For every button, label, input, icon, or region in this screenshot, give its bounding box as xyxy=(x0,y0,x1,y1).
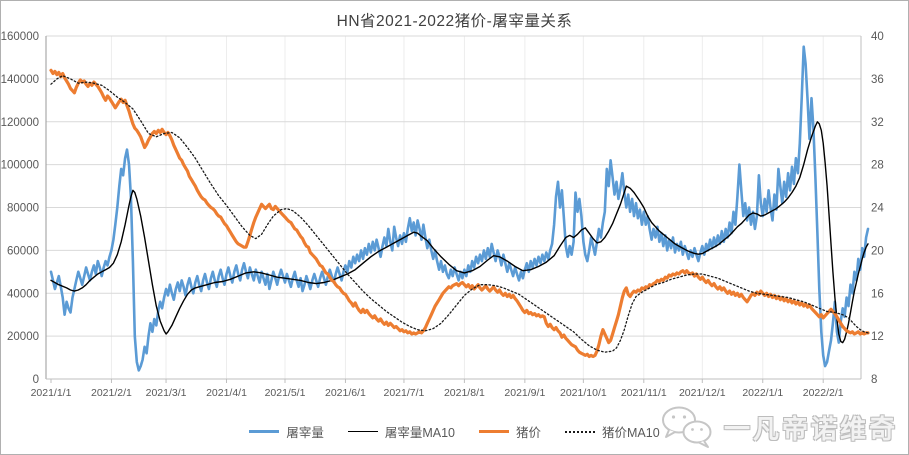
x-axis-tick-label: 2022/2/1 xyxy=(803,387,844,399)
x-axis-tick-label: 2022/1/1 xyxy=(742,387,783,399)
y-right-tick-label: 24 xyxy=(871,203,884,215)
x-axis-tick-label: 2021/6/1 xyxy=(325,387,366,399)
y-right-tick-label: 32 xyxy=(871,117,884,129)
y-left-tick-label: 60000 xyxy=(7,245,39,257)
y-left-tick-label: 0 xyxy=(33,374,39,386)
wechat-icon xyxy=(661,406,712,448)
legend-item-price: 猪价 xyxy=(479,422,541,441)
y-right-tick-label: 12 xyxy=(871,331,884,343)
legend: 屠宰量 屠宰量MA10 猪价 猪价MA10 xyxy=(1,422,908,441)
chart-title: HN省2021-2022猪价-屠宰量关系 xyxy=(336,13,573,30)
x-axis-tick-label: 2021/10/1 xyxy=(560,387,607,399)
y-right-tick-label: 8 xyxy=(871,374,877,386)
x-axis-tick-label: 2021/4/1 xyxy=(206,387,247,399)
y-left-tick-label: 120000 xyxy=(1,117,39,129)
x-axis-tick-label: 2021/3/1 xyxy=(146,387,187,399)
x-axis-tick-label: 2021/9/1 xyxy=(504,387,545,399)
y-right-tick-label: 28 xyxy=(871,160,884,172)
legend-label: 猪价 xyxy=(516,426,542,440)
y-left-tick-label: 80000 xyxy=(7,203,39,215)
watermark: 一凡帝诺维奇 xyxy=(658,404,898,450)
y-left-tick-label: 140000 xyxy=(1,74,39,86)
y-left-tick-label: 40000 xyxy=(7,288,39,300)
x-axis-tick-label: 2021/5/1 xyxy=(265,387,306,399)
y-left-tick-label: 100000 xyxy=(1,160,39,172)
y-right-tick-label: 40 xyxy=(871,31,884,43)
x-axis-tick-label: 2021/11/1 xyxy=(621,387,667,399)
x-axis-tick-label: 2021/12/1 xyxy=(679,387,726,399)
legend-item-price-ma10: 猪价MA10 xyxy=(565,422,660,441)
slaughter-ma10-line-swatch xyxy=(347,431,378,432)
slaughter-line-swatch xyxy=(249,430,280,433)
series-line-0 xyxy=(49,45,870,372)
series-line-1 xyxy=(50,121,869,344)
series-line-2 xyxy=(49,68,870,359)
legend-label: 屠宰量 xyxy=(286,426,324,440)
legend-label: 屠宰量MA10 xyxy=(384,426,455,440)
legend-item-slaughter: 屠宰量 xyxy=(249,422,324,441)
price-line-swatch xyxy=(479,430,509,433)
y-right-tick-label: 20 xyxy=(871,245,884,257)
y-right-tick-label: 16 xyxy=(871,288,884,300)
x-axis-tick-label: 2021/8/1 xyxy=(444,387,485,399)
price-ma10-line-swatch xyxy=(565,430,596,433)
legend-item-slaughter-ma10: 屠宰量MA10 xyxy=(347,422,455,441)
y-left-tick-label: 20000 xyxy=(7,331,39,343)
watermark-text: 一凡帝诺维奇 xyxy=(723,413,898,444)
x-axis-tick-label: 2021/7/1 xyxy=(384,387,425,399)
y-left-tick-label: 160000 xyxy=(1,31,39,43)
x-axis-tick-label: 2021/2/1 xyxy=(91,387,132,399)
y-right-tick-label: 36 xyxy=(871,74,884,86)
legend-label: 猪价MA10 xyxy=(602,426,660,440)
x-axis-tick-label: 2021/1/1 xyxy=(31,387,72,399)
